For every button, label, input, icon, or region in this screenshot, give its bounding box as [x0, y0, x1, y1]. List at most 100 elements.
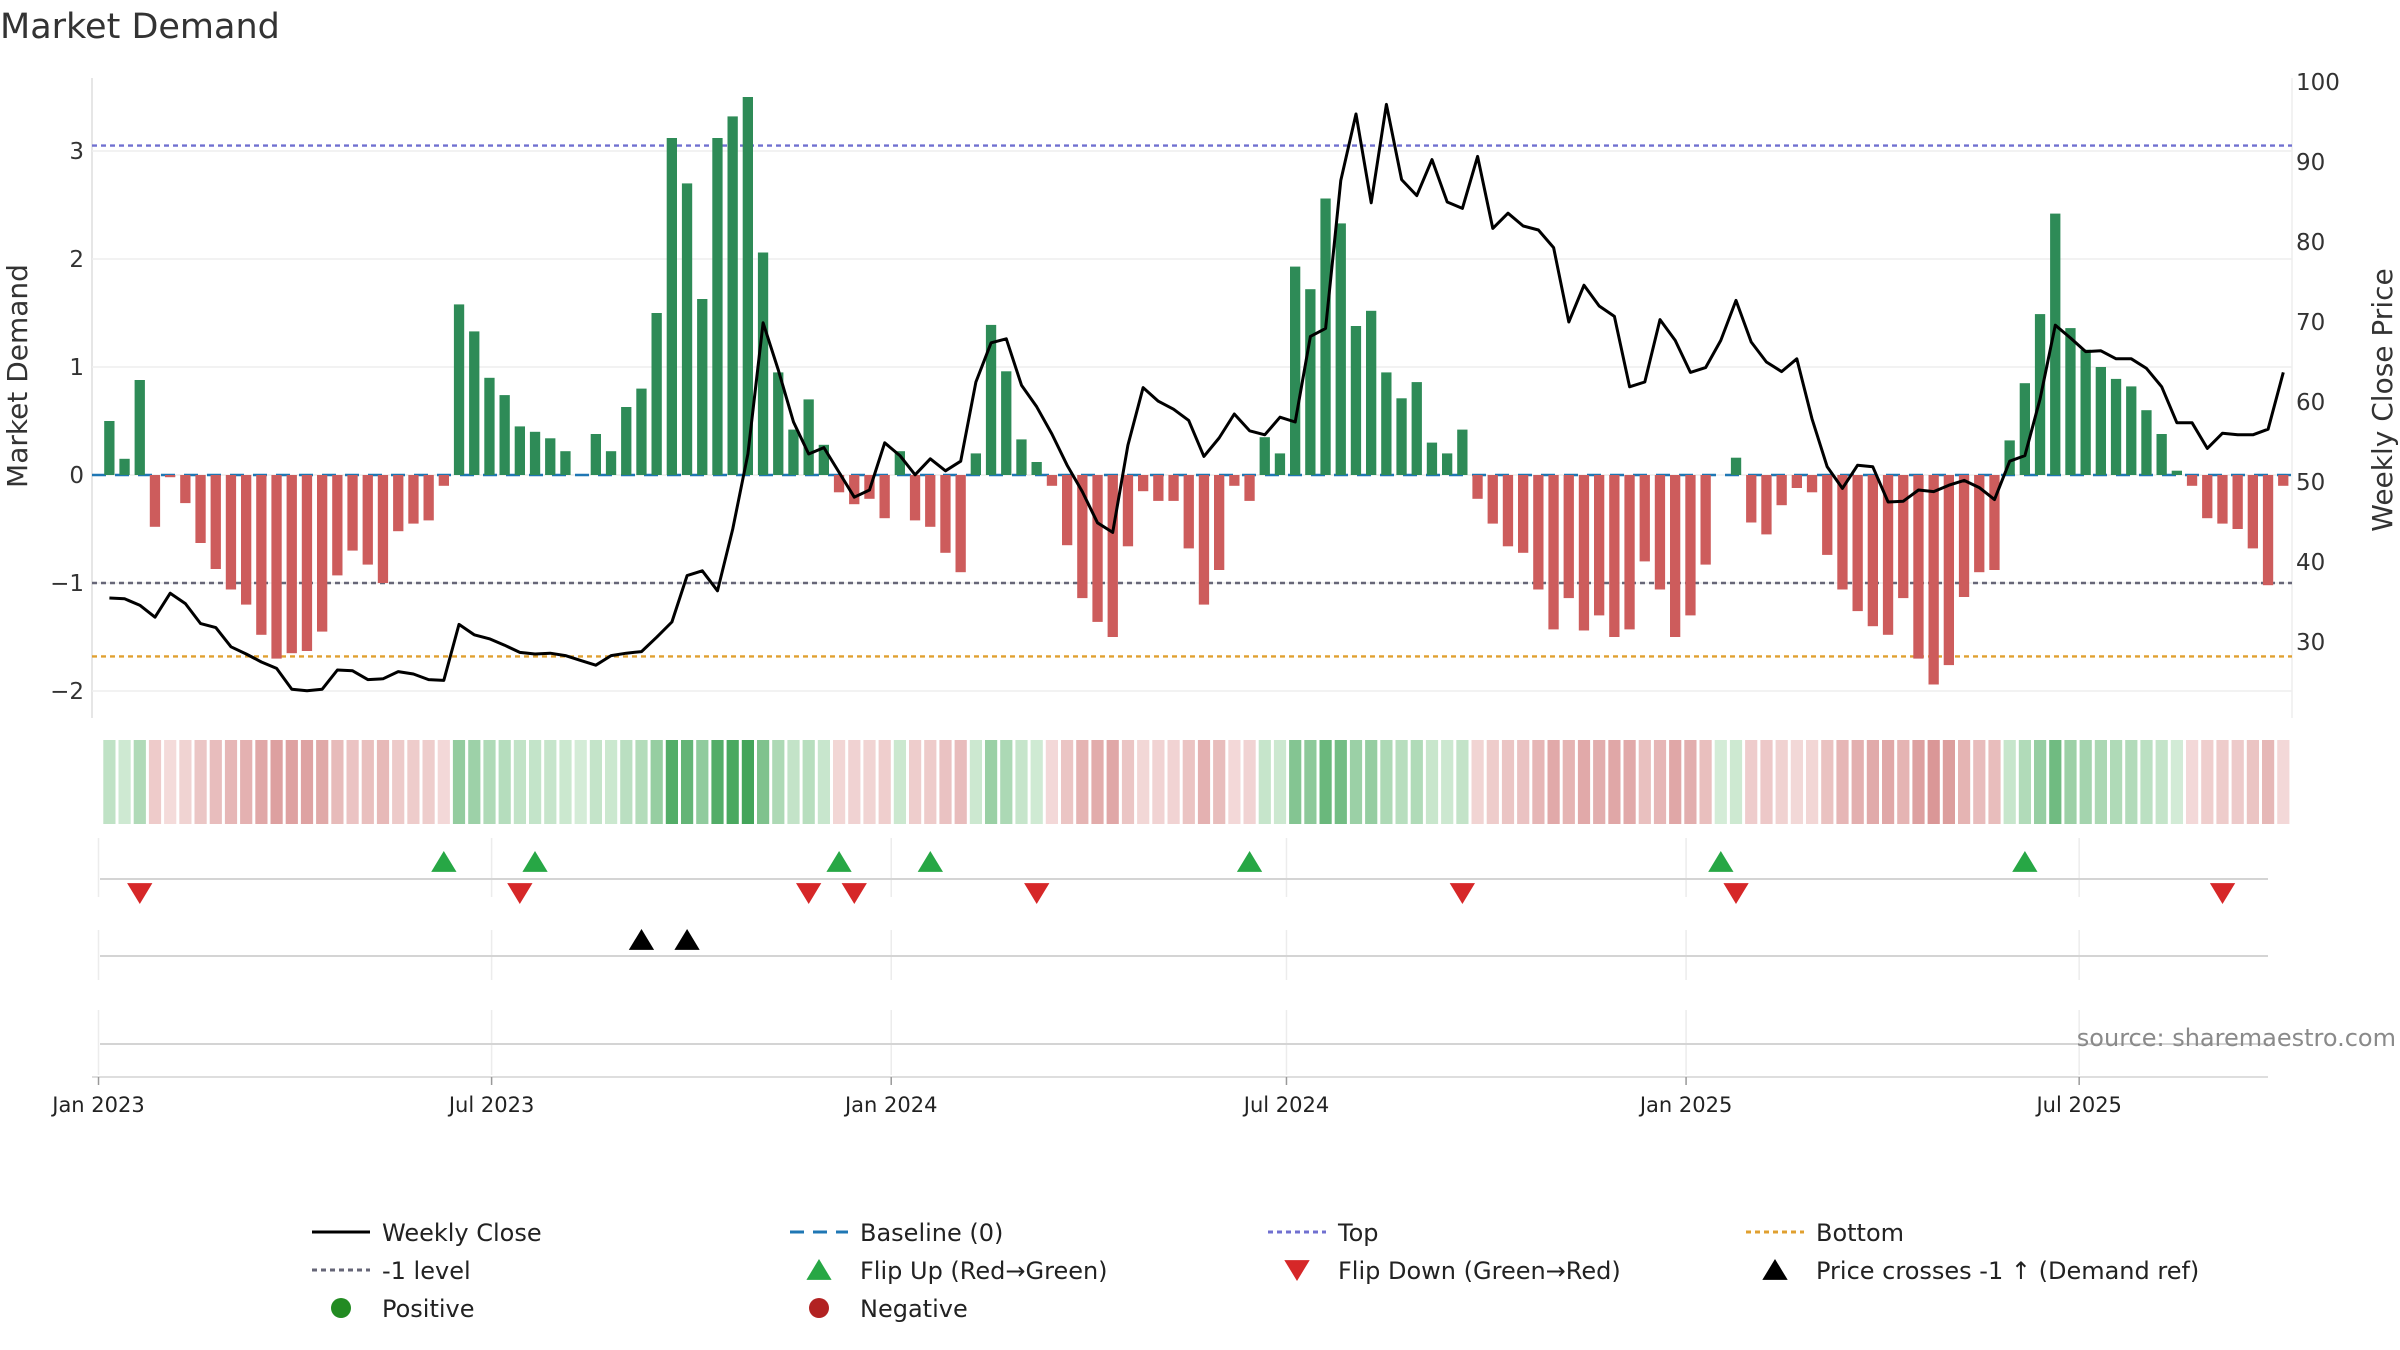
demand-bar [1016, 439, 1027, 475]
heat-cell [1790, 740, 1803, 824]
heat-cell [1456, 740, 1469, 824]
heat-cell [103, 740, 116, 824]
demand-bar [1502, 475, 1514, 547]
heat-cell [1273, 740, 1287, 824]
heat-cell [1760, 740, 1773, 824]
demand-bar [1913, 475, 1924, 659]
demand-bar [1092, 475, 1103, 622]
demand-bar [1396, 398, 1407, 475]
heat-cell [817, 740, 830, 824]
demand-bar [1882, 475, 1894, 635]
x-tick-label: Jan 2023 [50, 1093, 145, 1117]
demand-bar [985, 324, 997, 475]
demand-bar [1487, 475, 1498, 524]
heat-cell [422, 740, 435, 824]
demand-bar [2202, 475, 2213, 519]
heat-cell [1030, 740, 1043, 824]
y-tick-label: −2 [50, 679, 84, 705]
y-tick-label: −1 [50, 571, 84, 597]
demand-bar [2050, 213, 2061, 475]
demand-bar [2217, 475, 2228, 524]
legend-flip-down-symbol [1284, 1260, 1310, 1281]
demand-bar [195, 475, 206, 543]
demand-bar [818, 444, 829, 475]
heat-cell [118, 740, 131, 824]
heat-cell [1471, 740, 1484, 824]
demand-bar [2232, 475, 2243, 529]
demand-bar [1518, 475, 1529, 553]
demand-bar [1654, 475, 1666, 590]
legend-flip-up-label: Flip Up (Red→Green) [860, 1257, 1108, 1285]
x-tick-label: Jul 2023 [447, 1093, 534, 1117]
demand-bar [499, 395, 510, 475]
flip-down-marker [127, 883, 153, 904]
demand-bar [1578, 475, 1590, 631]
heat-cell [893, 740, 906, 824]
demand-bar [2095, 367, 2106, 475]
demand-bar [894, 451, 905, 475]
heat-cell [1182, 740, 1195, 824]
heat-cell [1806, 740, 1819, 824]
demand-bar [2110, 378, 2122, 475]
heat-cell [772, 740, 785, 824]
flip-down-marker [1024, 883, 1050, 904]
heat-cell [1577, 740, 1591, 824]
heat-cell [1228, 740, 1241, 824]
demand-bar [773, 372, 784, 475]
heat-cell [179, 740, 192, 824]
demand-bar [651, 313, 662, 475]
demand-bar [803, 399, 814, 475]
heat-cell [2155, 740, 2168, 824]
demand-bar [1335, 223, 1346, 475]
demand-bar [1366, 310, 1377, 475]
demand-bar [408, 475, 419, 524]
weekly-close-series [109, 102, 2285, 693]
heat-cell [1167, 740, 1180, 824]
demand-bar [1700, 475, 1711, 565]
heat-cell [1669, 740, 1682, 824]
demand-bar [1244, 475, 1255, 501]
flip-down-marker [1449, 883, 1475, 904]
legend-positive-symbol [331, 1298, 351, 1318]
demand-bar [925, 475, 936, 527]
heat-cell [544, 740, 557, 824]
heat-cell [1745, 740, 1758, 824]
demand-bar [1822, 475, 1833, 555]
demand-bar [301, 475, 313, 651]
heat-cell [1729, 740, 1743, 824]
demand-bar [2141, 410, 2152, 475]
heat-cell [1425, 740, 1439, 824]
heat-cell [1106, 740, 1119, 824]
demand-heat-strip [103, 740, 2290, 824]
demand-bar [1943, 475, 1954, 666]
demand-bar [1594, 475, 1605, 616]
heat-cell [1714, 740, 1727, 824]
heat-cell [1289, 740, 1302, 824]
flip-down-marker [1723, 883, 1749, 904]
heat-cell [2216, 740, 2229, 824]
heat-cell [1942, 740, 1955, 824]
heat-cell [2201, 740, 2214, 824]
demand-bar [1046, 475, 1058, 486]
heat-cell [316, 740, 329, 824]
source-note: source: sharemaestro.com [2077, 1024, 2396, 1052]
legend-flip-down-label: Flip Down (Green→Red) [1338, 1257, 1621, 1285]
demand-bar [1198, 475, 1210, 605]
demand-bar [940, 475, 951, 553]
demand-bar [2186, 475, 2198, 486]
demand-bar [271, 475, 282, 659]
heat-cell [1121, 740, 1135, 824]
demand-bar [165, 475, 176, 478]
demand-bar [362, 475, 373, 565]
demand-bar [2156, 434, 2167, 475]
heat-cell [2079, 740, 2092, 824]
y-tick-label: 2 [69, 247, 84, 273]
demand-bar [1730, 457, 1742, 475]
demand-bar [1609, 475, 1620, 637]
heat-cell [1197, 740, 1211, 824]
demand-bar [2004, 440, 2015, 475]
heat-cell [346, 740, 359, 824]
demand-bar [2126, 386, 2137, 475]
heat-cell [1319, 740, 1332, 824]
